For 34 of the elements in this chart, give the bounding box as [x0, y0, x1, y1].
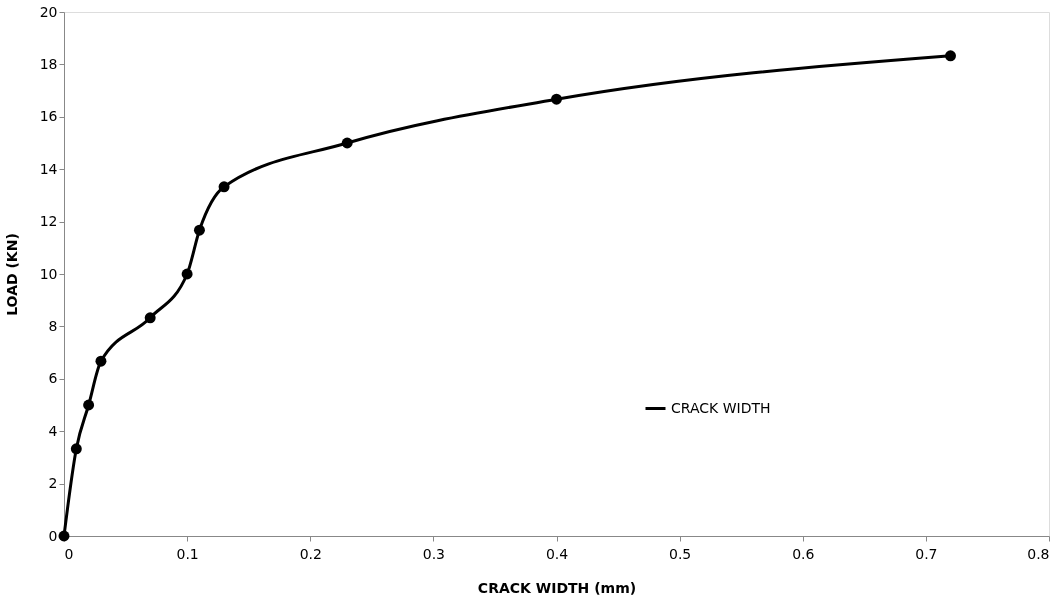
point — [95, 355, 107, 367]
y-tick-label: 12 — [39, 213, 58, 230]
point — [70, 443, 82, 455]
x-tick-label: 0 — [64, 545, 74, 562]
point — [551, 93, 562, 105]
point — [945, 50, 956, 62]
point — [181, 268, 193, 280]
x-tick-label: 0.5 — [668, 545, 692, 562]
point — [144, 312, 156, 324]
y-tick-label: 4 — [48, 422, 58, 439]
legend-label: CRACK WIDTH — [671, 399, 771, 416]
y-tick-label: 16 — [39, 108, 58, 125]
x-tick-label: 0.2 — [299, 545, 322, 562]
y-tick-label: 0 — [48, 527, 58, 544]
x-tick-label: 0.4 — [545, 545, 569, 562]
y-tick-label: 10 — [39, 265, 58, 282]
x-tick-label: 0.3 — [422, 545, 446, 562]
point — [58, 530, 70, 542]
point — [218, 181, 230, 193]
point — [193, 224, 205, 236]
y-axis-title: LOAD (KN) — [3, 233, 20, 316]
y-tick-label: 14 — [39, 160, 58, 177]
y-tick-label: 20 — [39, 3, 58, 20]
y-tick-label: 2 — [48, 475, 58, 492]
x-tick-label: 0.8 — [1027, 545, 1050, 562]
y-tick-label: 18 — [39, 55, 58, 72]
x-tick-label: 0.7 — [915, 545, 938, 562]
point — [341, 137, 353, 149]
x-tick-label: 0.6 — [792, 545, 815, 562]
point — [83, 399, 95, 411]
y-tick-label: 8 — [48, 317, 58, 334]
x-axis-title: CRACK WIDTH (mm) — [477, 579, 637, 596]
x-tick-label: 0.1 — [176, 545, 199, 562]
y-tick-label: 6 — [48, 370, 58, 387]
